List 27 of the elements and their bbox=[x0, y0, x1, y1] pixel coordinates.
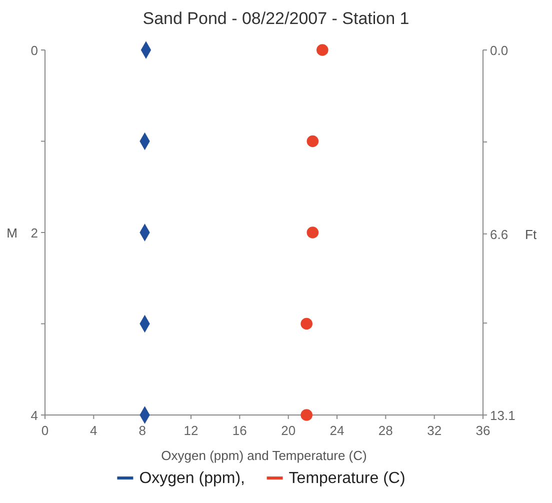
x-tick-label: 8 bbox=[138, 423, 146, 438]
x-tick-label: 0 bbox=[41, 423, 49, 438]
point bbox=[316, 44, 328, 56]
x-tick-label: 28 bbox=[378, 423, 393, 438]
point bbox=[306, 135, 319, 148]
x-tick-label: 16 bbox=[232, 423, 247, 438]
chart-title: Sand Pond - 08/22/2007 - Station 1 bbox=[142, 9, 410, 28]
point bbox=[300, 318, 312, 330]
y2-tick-label: 6.6 bbox=[490, 226, 508, 242]
x-tick-label: 32 bbox=[427, 423, 442, 438]
y-tick-label: 0 bbox=[30, 43, 38, 58]
y-tick-label: 4 bbox=[30, 408, 38, 423]
legend-label: Oxygen (ppm), bbox=[139, 470, 246, 487]
y-axis-title: M bbox=[6, 226, 18, 240]
y2-tick-label: 0.0 bbox=[490, 43, 508, 58]
x-tick-label: 36 bbox=[476, 423, 490, 438]
x-axis-title: Oxygen (ppm) and Temperature (C) bbox=[161, 448, 367, 463]
x-tick-label: 20 bbox=[281, 423, 296, 438]
legend-label: Temperature (C) bbox=[288, 470, 406, 487]
y-tick-label: 2 bbox=[30, 226, 38, 240]
x-tick-label: 24 bbox=[330, 423, 344, 438]
point bbox=[300, 409, 312, 421]
point bbox=[306, 226, 319, 238]
x-tick-label: 4 bbox=[90, 423, 98, 438]
y2-axis-title: Ft bbox=[525, 226, 537, 242]
x-tick-label: 12 bbox=[184, 423, 198, 438]
y2-tick-label: 13.1 bbox=[490, 408, 516, 423]
